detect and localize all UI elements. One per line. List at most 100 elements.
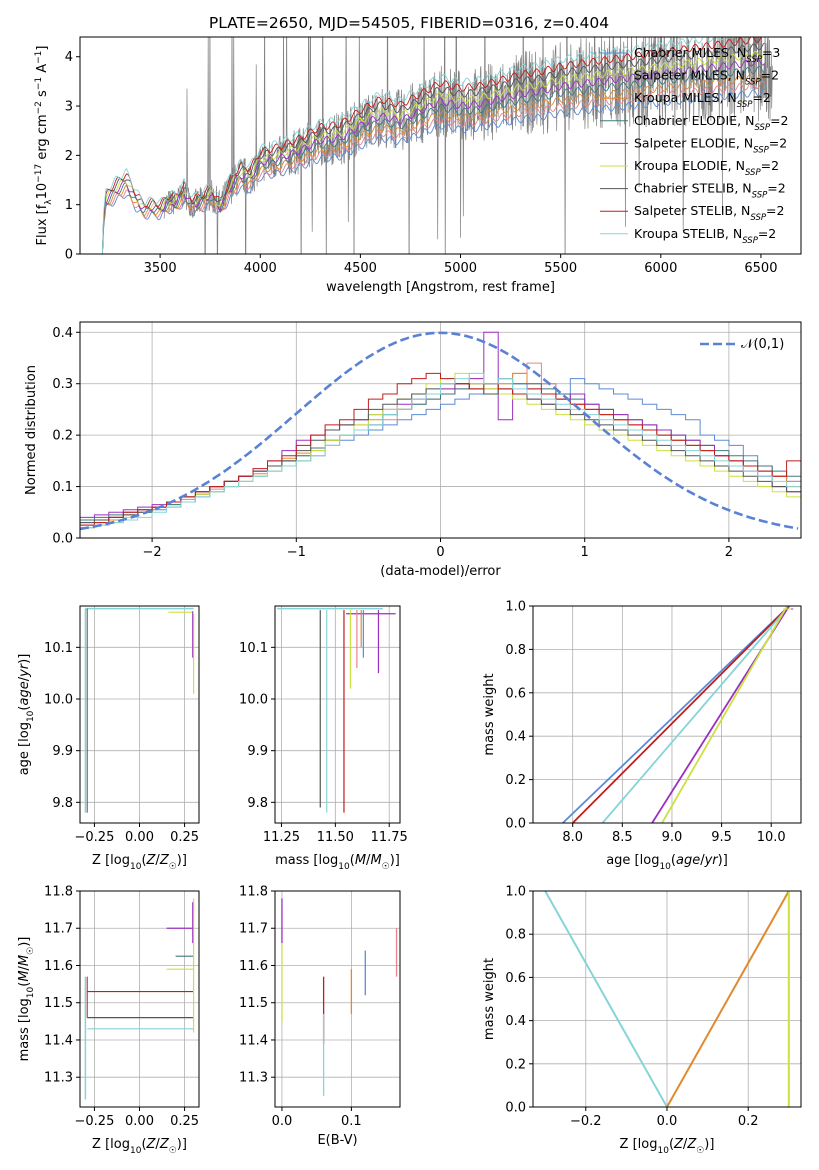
cumulative-line: [544, 891, 668, 1107]
x-tick-label: 4000: [244, 261, 277, 276]
x-tick-label: 1: [581, 545, 589, 560]
y-tick-label: 0.3: [52, 377, 73, 392]
y-tick-label: 3: [65, 100, 73, 115]
histogram-series: [80, 372, 801, 526]
y-tick-label: 0.4: [505, 1014, 526, 1029]
x-tick-label: −0.2: [570, 1114, 602, 1129]
y-tick-label: 0.8: [505, 643, 526, 658]
x-axis-label: Z [log10(Z/Z☉)]: [92, 1137, 187, 1156]
y-tick-label: 0.0: [505, 817, 526, 832]
x-tick-label: 4500: [344, 261, 377, 276]
y-tick-label: 9.8: [52, 796, 73, 811]
x-tick-label: −0.25: [75, 830, 115, 845]
y-tick-label: 10.0: [44, 693, 73, 708]
y-tick-label: 0.6: [505, 971, 526, 986]
chart-title: PLATE=2650, MJD=54505, FIBERID=0316, z=0…: [209, 14, 609, 32]
y-axis-label: Flux [fλ10−17 erg cm−2 s−1 A−1]: [34, 46, 54, 246]
y-tick-label: 0.2: [505, 1057, 526, 1072]
x-tick-label: −1: [287, 545, 306, 560]
y-axis-label: mass [log10(M/M☉)]: [17, 937, 36, 1062]
legend-entry: Chabrier STELIB, NSSP=2: [634, 181, 786, 201]
residual-axes: [76, 322, 801, 542]
x-tick-label: 0.2: [738, 1114, 759, 1129]
model-line: [100, 58, 765, 254]
gaussian-curve: [80, 331, 799, 531]
cumulative-line: [572, 606, 790, 823]
cum-z-axes: [529, 890, 801, 1111]
y-tick-label: 0.1: [52, 480, 73, 495]
x-tick-label: 11.50: [317, 830, 354, 845]
x-tick-label: 5000: [444, 261, 477, 276]
y-tick-label: 10.0: [239, 693, 268, 708]
mass-ebv-frame: [274, 890, 401, 1108]
y-tick-label: 0.2: [505, 773, 526, 788]
model-line: [100, 37, 745, 254]
x-tick-label: 0.1: [341, 1114, 362, 1129]
y-tick-label: 9.9: [247, 744, 268, 759]
y-axis-label: Normed distribution: [24, 365, 39, 495]
mass-z-frame: [79, 890, 200, 1108]
x-tick-label: 0.0: [657, 1114, 678, 1129]
y-tick-label: 11.6: [239, 959, 268, 974]
y-tick-label: 11.7: [44, 922, 73, 937]
model-line: [100, 73, 765, 254]
x-tick-label: 8.0: [562, 830, 583, 845]
legend-entry: Chabrier ELODIE, NSSP=2: [634, 113, 789, 133]
y-tick-label: 9.9: [52, 744, 73, 759]
y-axis-label: mass weight: [482, 673, 497, 755]
x-tick-label: 0.25: [170, 830, 199, 845]
spectrum-frame: [79, 36, 802, 255]
y-tick-label: 11.5: [44, 996, 73, 1011]
x-axis-label: E(B-V): [317, 1133, 357, 1148]
x-tick-label: 0.25: [170, 1114, 199, 1129]
age-mass-axes: [271, 606, 400, 827]
y-tick-label: 1.0: [505, 885, 526, 900]
age-z-frame: [79, 605, 200, 824]
age-z-plot: [84, 607, 195, 813]
y-tick-label: 11.3: [239, 1071, 268, 1086]
x-tick-label: 11.25: [263, 830, 300, 845]
x-axis-label: Z [log10(Z/Z☉)]: [92, 853, 187, 872]
x-tick-label: 5500: [544, 261, 577, 276]
mass-z-plot: [84, 898, 195, 1100]
x-axis-label: (data-model)/error: [380, 564, 501, 579]
y-tick-label: 1: [65, 198, 73, 213]
y-tick-label: 11.4: [44, 1033, 73, 1048]
y-tick-label: 0.2: [52, 429, 73, 444]
x-axis-label: age [log10(age/yr)]: [606, 853, 728, 872]
cum-age-frame: [532, 605, 802, 824]
y-tick-label: 0.4: [505, 730, 526, 745]
spectrum-plot: [100, 37, 773, 254]
x-tick-label: 0.00: [125, 830, 154, 845]
age-mass-frame: [274, 605, 401, 824]
x-tick-label: 2: [725, 545, 733, 560]
residual-plot: [80, 331, 801, 531]
x-axis-label: Z [log10(Z/Z☉)]: [620, 1137, 715, 1156]
histogram-series: [80, 372, 801, 529]
legend-entry: 𝒩(0,1): [741, 337, 784, 352]
y-tick-label: 0.0: [505, 1101, 526, 1116]
model-line: [100, 50, 765, 254]
x-tick-label: 9.5: [711, 830, 732, 845]
residual-frame: [79, 321, 802, 539]
x-tick-label: 8.5: [612, 830, 633, 845]
cum-z-plot: [544, 891, 793, 1107]
y-tick-label: 11.3: [44, 1071, 73, 1086]
legend-entry: Kroupa ELODIE, NSSP=2: [634, 158, 779, 178]
age-mass-plot: [277, 607, 396, 813]
y-axis-label: mass weight: [482, 958, 497, 1040]
cumulative-line: [666, 891, 790, 1107]
x-tick-label: 6000: [644, 261, 677, 276]
y-tick-label: 0.6: [505, 686, 526, 701]
legend-entry: Salpeter ELODIE, NSSP=2: [634, 135, 787, 155]
x-tick-label: 10.0: [757, 830, 786, 845]
y-tick-label: 11.7: [239, 922, 268, 937]
x-tick-label: 0: [436, 545, 444, 560]
y-tick-label: 0.0: [52, 532, 73, 547]
y-tick-label: 0: [65, 248, 73, 263]
y-tick-label: 4: [65, 50, 73, 65]
x-tick-label: 0.0: [272, 1114, 293, 1129]
y-tick-label: 11.5: [239, 996, 268, 1011]
